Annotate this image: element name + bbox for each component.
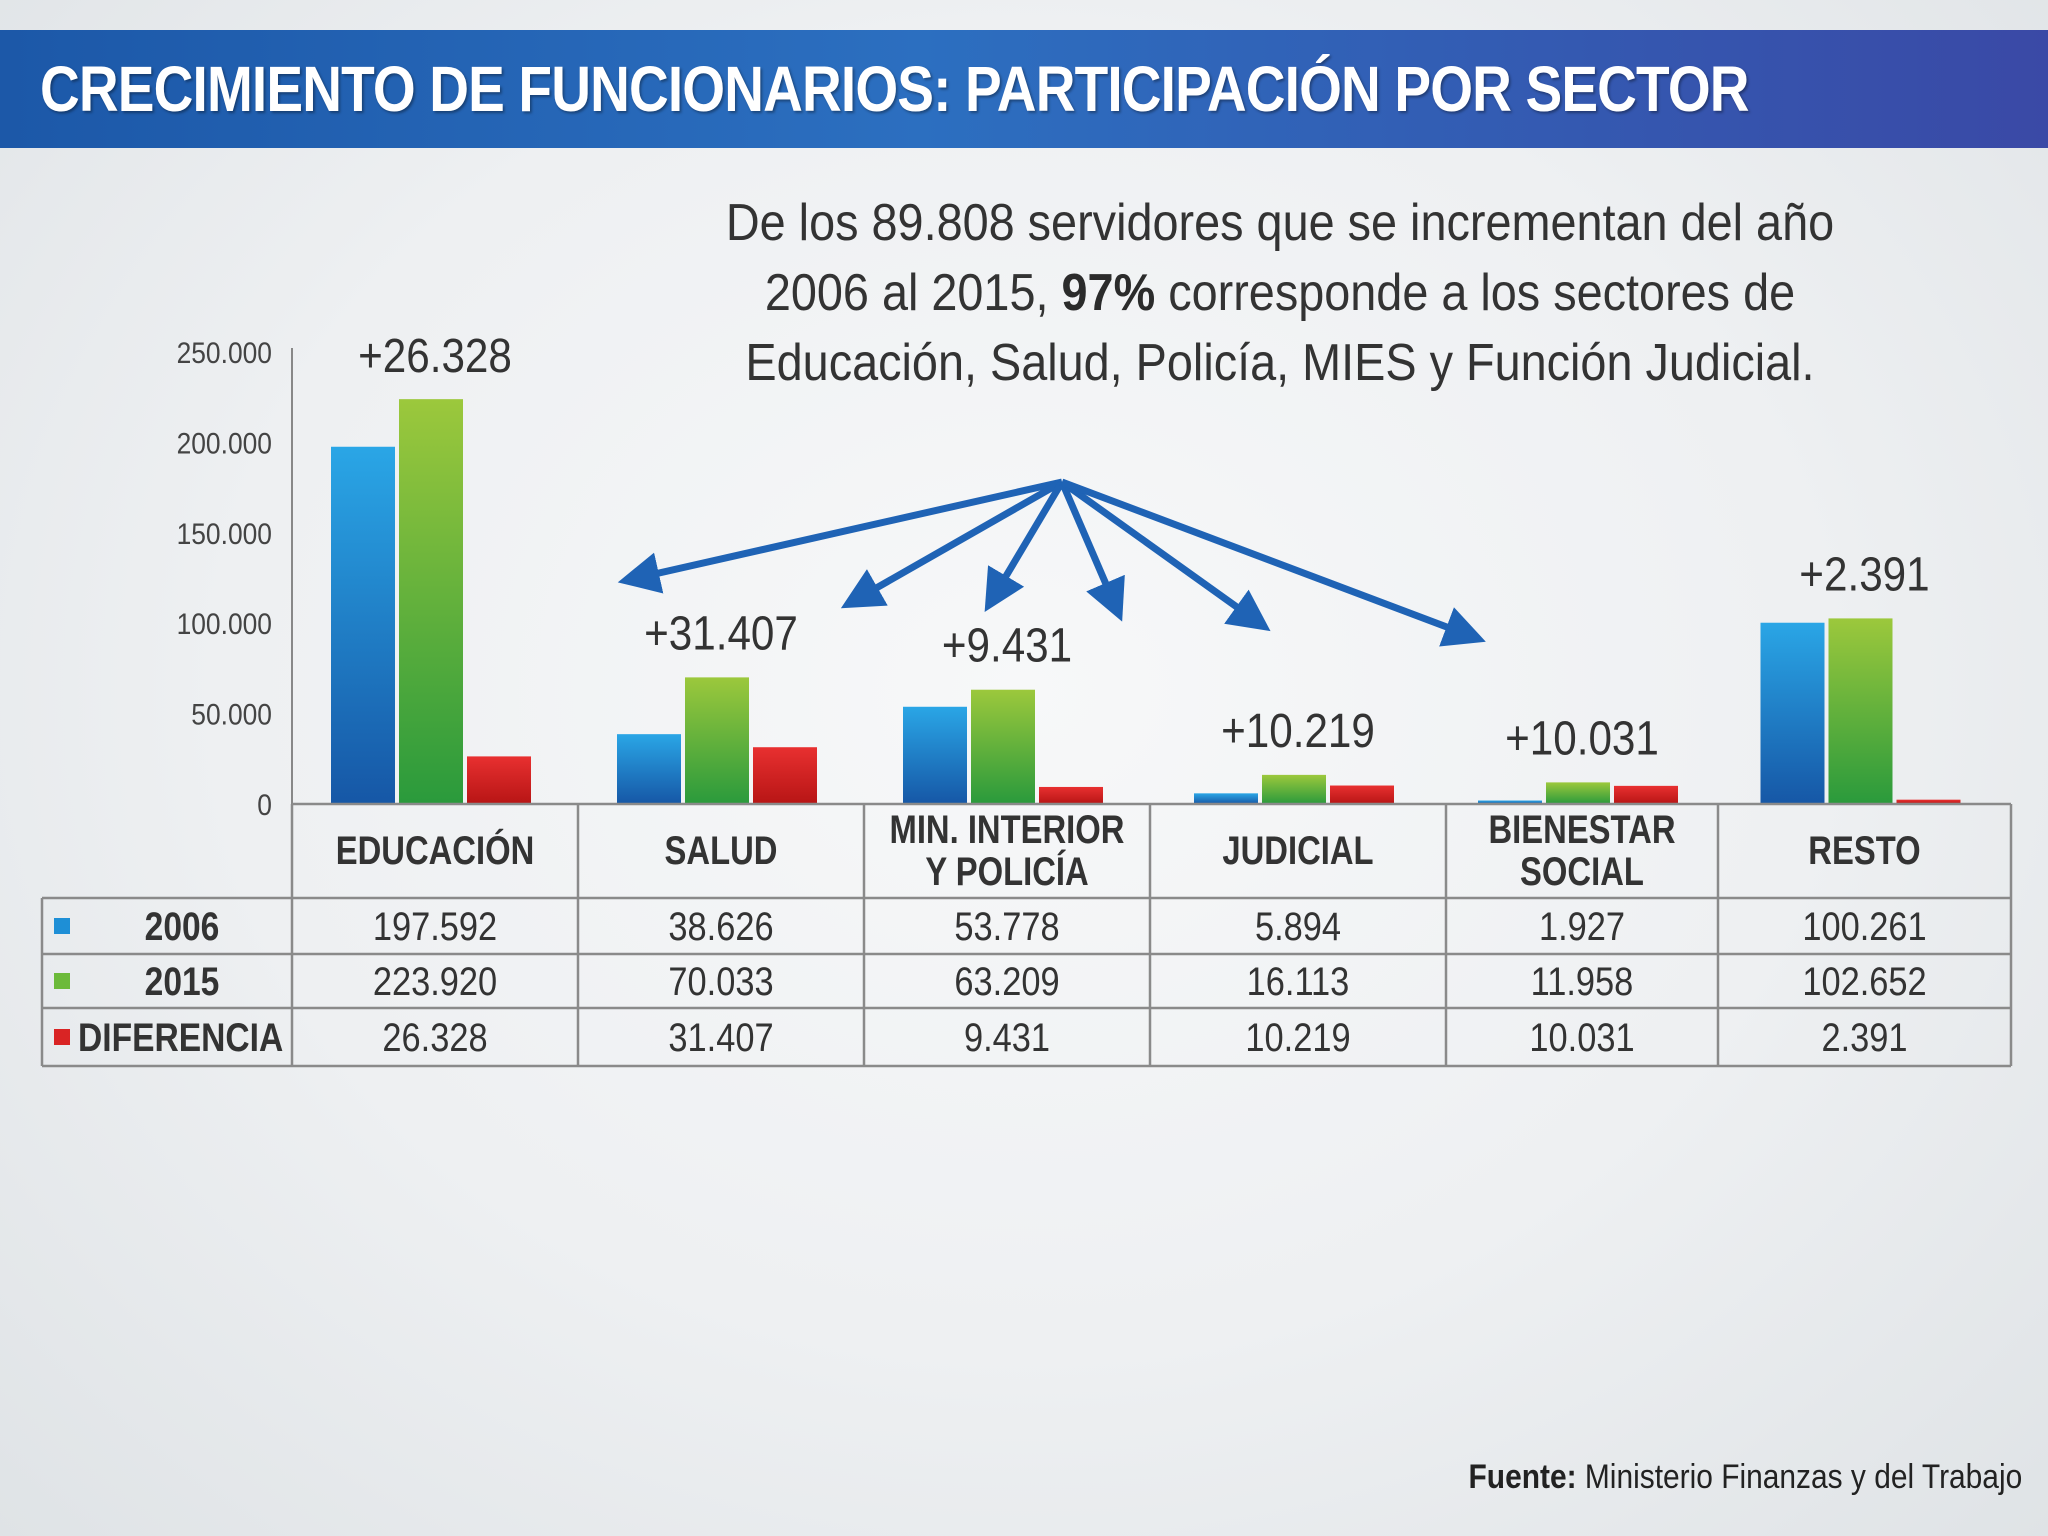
bar-2006-0	[331, 446, 395, 804]
source-note: Fuente: Ministerio Finanzas y del Trabaj…	[1468, 1458, 2022, 1497]
table-cell: 38.626	[668, 904, 773, 949]
y-tick-label: 100.000	[177, 607, 272, 641]
legend-swatch	[54, 973, 70, 989]
row-label: DIFERENCIA	[78, 1015, 283, 1059]
subtitle-highlight: 97%	[1061, 264, 1156, 322]
data-label: +31.407	[644, 606, 798, 660]
data-label: +10.219	[1221, 703, 1375, 757]
table-cell: 1.927	[1539, 904, 1625, 949]
bar-diferencia-4	[1614, 785, 1678, 804]
bars	[331, 399, 1961, 804]
table-cell: 2.391	[1821, 1015, 1907, 1060]
table-cell: 197.592	[373, 904, 497, 949]
bar-2015-1	[685, 677, 749, 804]
data-label: +2.391	[1799, 547, 1929, 601]
table-cell: 223.920	[373, 959, 497, 1004]
bar-diferencia-0	[467, 756, 531, 804]
chart-title: CRECIMIENTO DE FUNCIONARIOS: PARTICIPACI…	[40, 53, 1750, 125]
table-cell: 11.958	[1531, 959, 1634, 1004]
category-header: JUDICIAL	[1222, 828, 1373, 873]
bar-2015-4	[1546, 782, 1610, 804]
annotation-arrow	[984, 480, 1066, 613]
data-label: +26.328	[358, 328, 512, 382]
category-header: SALUD	[665, 828, 778, 873]
table-cell: 70.033	[668, 959, 773, 1004]
table-cell: 9.431	[964, 1015, 1050, 1060]
title-banner: CRECIMIENTO DE FUNCIONARIOS: PARTICIPACI…	[0, 30, 2048, 148]
table-cell: 102.652	[1802, 959, 1926, 1004]
y-tick-label: 150.000	[177, 516, 272, 550]
data-label: +10.031	[1505, 711, 1659, 765]
bar-2015-5	[1828, 618, 1893, 804]
subtitle-text-before: De los 89.808 servidores que se incremen…	[725, 194, 1835, 322]
y-tick-label: 50.000	[191, 697, 272, 731]
category-header: Y POLICÍA	[925, 849, 1088, 894]
table-cell: 26.328	[382, 1015, 487, 1060]
bar-diferencia-2	[1039, 786, 1103, 804]
row-label: 2006	[145, 904, 220, 948]
y-tick-label: 250.000	[177, 335, 272, 369]
legend-swatch	[54, 1029, 70, 1045]
source-text: Ministerio Finanzas y del Trabajo	[1584, 1458, 2022, 1496]
category-header: EDUCACIÓN	[336, 827, 535, 873]
table-cell: 16.113	[1247, 959, 1350, 1004]
bar-2006-1	[617, 734, 681, 804]
table-cell: 53.778	[954, 904, 1059, 949]
bar-2006-4	[1478, 800, 1542, 804]
source-label: Fuente:	[1468, 1458, 1577, 1496]
table-cell: 31.407	[668, 1015, 773, 1060]
bar-2006-5	[1760, 622, 1825, 804]
table-cell: 10.219	[1245, 1015, 1350, 1060]
category-header: RESTO	[1808, 828, 1920, 873]
legend-swatch	[54, 918, 70, 934]
row-label: 2015	[145, 959, 220, 1003]
y-tick-label: 200.000	[177, 426, 272, 460]
category-header: MIN. INTERIOR	[890, 807, 1125, 852]
bar-2015-3	[1262, 774, 1326, 804]
data-labels: +26.328 +31.407 +9.431 +10.219 +10.031 +2.391	[358, 328, 1930, 765]
y-tick-label: 0	[257, 787, 272, 821]
annotation-arrow	[617, 478, 1063, 594]
category-header: BIENESTAR	[1488, 807, 1675, 852]
chart-subtitle: De los 89.808 servidores que se incremen…	[704, 188, 1856, 398]
table-cell: 5.894	[1255, 904, 1341, 949]
bar-diferencia-3	[1330, 785, 1394, 804]
annotation-arrow	[1058, 480, 1125, 622]
subtitle-text-after: corresponde a los sectores de Educación,…	[745, 264, 1815, 392]
table-cell: 63.209	[954, 959, 1059, 1004]
data-label: +9.431	[942, 618, 1072, 672]
bar-2006-3	[1194, 793, 1258, 804]
annotation-arrow	[1059, 479, 1271, 632]
annotation-arrow	[840, 478, 1064, 609]
category-header: SOCIAL	[1520, 849, 1644, 894]
y-axis: 0 50.000 100.000 150.000 200.000 250.000	[177, 335, 293, 821]
bar-2015-2	[971, 689, 1035, 804]
bar-2015-0	[399, 399, 463, 804]
annotation-arrows	[617, 478, 1486, 647]
bar-2006-2	[903, 706, 967, 804]
table-cell: 10.031	[1529, 1015, 1634, 1060]
annotation-arrow	[1060, 478, 1486, 647]
bar-diferencia-1	[753, 747, 817, 804]
table-cell: 100.261	[1802, 904, 1926, 949]
bar-diferencia-5	[1896, 799, 1961, 804]
